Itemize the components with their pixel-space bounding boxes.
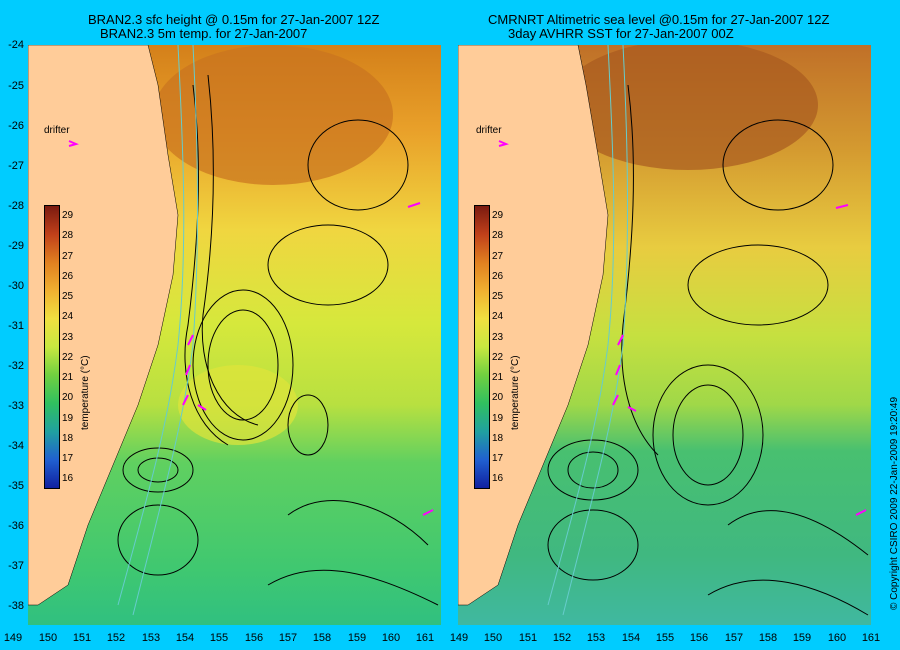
y-tick-label: -26 — [8, 120, 24, 132]
x-tick-label: 149 — [449, 632, 469, 644]
x-tick-label: 151 — [518, 632, 538, 644]
cbar-tick: 27 — [492, 251, 504, 262]
y-tick-label: -25 — [8, 80, 24, 92]
y-tick-label: -34 — [8, 440, 24, 452]
left-map-svg — [28, 45, 441, 625]
left-title-line2: BRAN2.3 5m temp. for 27-Jan-2007 — [100, 26, 308, 41]
cbar-tick: 27 — [62, 251, 74, 262]
x-tick-label: 154 — [175, 632, 195, 644]
cbar-tick: 19 — [492, 413, 504, 424]
y-tick-label: -35 — [8, 480, 24, 492]
cbar-tick: 29 — [62, 210, 74, 221]
bathymetry-lines — [547, 45, 629, 616]
right-map-panel: 29 28 27 26 25 24 23 22 21 20 19 18 17 1… — [458, 45, 871, 625]
x-tick-label: 157 — [278, 632, 298, 644]
cbar-tick: 18 — [62, 433, 74, 444]
left-title-line1: BRAN2.3 sfc height @ 0.15m for 27-Jan-20… — [88, 12, 380, 27]
cbar-tick: 24 — [492, 311, 504, 322]
x-tick-label: 158 — [312, 632, 332, 644]
y-tick-label: -27 — [8, 160, 24, 172]
right-title-line2: 3day AVHRR SST for 27-Jan-2007 00Z — [508, 26, 734, 41]
cbar-tick: 17 — [62, 453, 74, 464]
left-colorbar — [44, 205, 60, 489]
x-tick-label: 160 — [381, 632, 401, 644]
x-tick-label: 161 — [415, 632, 435, 644]
x-tick-label: 156 — [689, 632, 709, 644]
cbar-tick: 23 — [62, 332, 74, 343]
y-tick-label: -31 — [8, 320, 24, 332]
drifter-tracks — [498, 140, 867, 516]
x-tick-label: 152 — [106, 632, 126, 644]
cbar-tick: 22 — [492, 352, 504, 363]
cbar-tick: 20 — [62, 392, 74, 403]
cbar-tick: 20 — [492, 392, 504, 403]
y-tick-label: -28 — [8, 200, 24, 212]
y-tick-label: -30 — [8, 280, 24, 292]
cbar-tick: 16 — [492, 473, 504, 484]
x-tick-label: 155 — [209, 632, 229, 644]
left-colorbar-title: temperature (°C) — [80, 355, 91, 430]
x-tick-label: 157 — [724, 632, 744, 644]
ssh-contours — [117, 74, 439, 606]
y-tick-label: -24 — [8, 39, 24, 51]
left-drifter-label: drifter — [44, 125, 70, 136]
cbar-tick: 21 — [492, 372, 504, 383]
cbar-tick: 16 — [62, 473, 74, 484]
bathymetry-lines — [117, 45, 199, 616]
cbar-tick: 19 — [62, 413, 74, 424]
cbar-tick: 22 — [62, 352, 74, 363]
cbar-tick: 18 — [492, 433, 504, 444]
x-tick-label: 153 — [141, 632, 161, 644]
x-tick-label: 153 — [586, 632, 606, 644]
x-tick-label: 159 — [347, 632, 367, 644]
cbar-tick: 26 — [62, 271, 74, 282]
cbar-tick: 24 — [62, 311, 74, 322]
x-tick-label: 150 — [483, 632, 503, 644]
y-tick-label: -38 — [8, 600, 24, 612]
x-tick-label: 151 — [72, 632, 92, 644]
y-tick-label: -36 — [8, 520, 24, 532]
cbar-tick: 29 — [492, 210, 504, 221]
x-tick-label: 158 — [758, 632, 778, 644]
eddy-patch — [178, 365, 298, 445]
y-tick-label: -37 — [8, 560, 24, 572]
land-australia — [28, 45, 179, 606]
right-title-line1: CMRNRT Altimetric sea level @0.15m for 2… — [488, 12, 830, 27]
land-australia — [458, 45, 609, 606]
cbar-tick: 25 — [492, 291, 504, 302]
warm-anomaly — [558, 45, 818, 170]
cbar-tick: 23 — [492, 332, 504, 343]
drifter-tracks — [68, 140, 434, 516]
y-tick-label: -33 — [8, 400, 24, 412]
cbar-tick: 25 — [62, 291, 74, 302]
x-tick-label: 149 — [3, 632, 23, 644]
x-tick-label: 152 — [552, 632, 572, 644]
x-tick-label: 161 — [861, 632, 881, 644]
right-colorbar-title: temperature (°C) — [510, 355, 521, 430]
cbar-tick: 21 — [62, 372, 74, 383]
x-tick-label: 156 — [244, 632, 264, 644]
copyright-notice: © Copyright CSIRO 2009 22-Jan-2009 19:20… — [889, 396, 900, 610]
x-tick-label: 160 — [827, 632, 847, 644]
cbar-tick: 26 — [492, 271, 504, 282]
y-tick-label: -32 — [8, 360, 24, 372]
cbar-tick: 28 — [492, 230, 504, 241]
x-tick-label: 154 — [621, 632, 641, 644]
cbar-tick: 28 — [62, 230, 74, 241]
right-map-svg — [458, 45, 871, 625]
x-tick-label: 150 — [38, 632, 58, 644]
right-colorbar — [474, 205, 490, 489]
y-tick-label: -29 — [8, 240, 24, 252]
right-drifter-label: drifter — [476, 125, 502, 136]
x-tick-label: 155 — [655, 632, 675, 644]
ssh-contours — [547, 84, 869, 616]
cbar-tick: 17 — [492, 453, 504, 464]
left-map-panel: 29 28 27 26 25 24 23 22 21 20 19 18 17 1… — [28, 45, 441, 625]
warm-anomaly — [153, 45, 393, 185]
x-tick-label: 159 — [792, 632, 812, 644]
